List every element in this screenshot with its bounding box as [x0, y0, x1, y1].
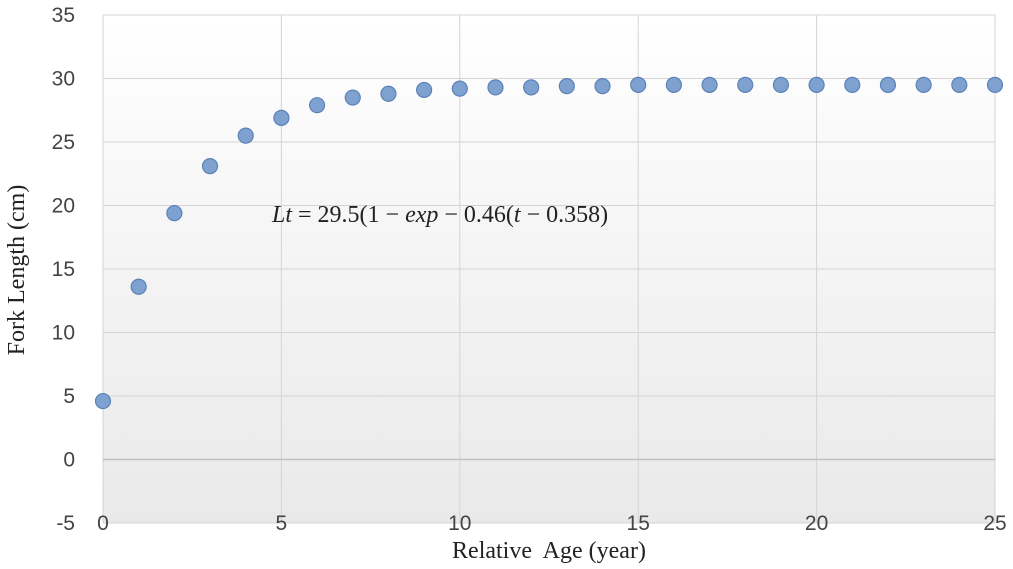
- data-point: [308, 97, 326, 114]
- y-tick-label: 5: [63, 385, 75, 408]
- data-point: [558, 78, 575, 95]
- x-tick-label: 5: [276, 512, 288, 535]
- data-point: [630, 76, 647, 93]
- equation-annotation: Lt = 29.5(1 − exp − 0.46(t − 0.358): [271, 202, 608, 228]
- y-tick-label: 0: [63, 449, 75, 472]
- data-point: [166, 205, 183, 222]
- data-point: [344, 89, 361, 106]
- data-points: [94, 76, 1004, 410]
- data-point: [951, 76, 968, 93]
- y-tick-label: -5: [56, 512, 75, 535]
- y-tick-label: 35: [52, 4, 75, 27]
- y-tick-label: 25: [52, 131, 75, 154]
- x-tick-label: 0: [97, 512, 109, 535]
- x-tick-label: 25: [983, 512, 1006, 535]
- data-point: [879, 76, 897, 93]
- data-point: [772, 76, 790, 93]
- data-point: [94, 392, 112, 410]
- data-point: [201, 158, 219, 175]
- data-point: [915, 76, 932, 93]
- data-point: [416, 81, 433, 99]
- x-tick-label: 15: [627, 512, 650, 535]
- tick-labels: -5 0 5 10 15 20 25 30 35 0 5 10 15 20 25: [52, 4, 1007, 535]
- data-point: [701, 76, 718, 93]
- data-point: [737, 76, 754, 93]
- data-point: [237, 127, 254, 144]
- data-point: [523, 79, 540, 96]
- data-point: [451, 80, 468, 97]
- y-axis-title: Fork Length (cm): [4, 185, 30, 356]
- x-axis-title: Relative Age (year): [452, 538, 646, 564]
- data-point: [844, 76, 861, 93]
- data-point: [594, 78, 611, 95]
- data-point: [380, 85, 397, 102]
- y-tick-label: 20: [52, 195, 75, 218]
- data-point: [487, 79, 504, 96]
- y-tick-label: 15: [52, 258, 75, 281]
- x-tick-label: 20: [805, 512, 828, 535]
- data-point: [665, 76, 682, 93]
- data-point: [808, 76, 825, 93]
- data-point: [986, 76, 1004, 93]
- y-tick-label: 10: [52, 322, 75, 345]
- y-tick-label: 30: [52, 68, 75, 91]
- data-point: [130, 278, 147, 295]
- x-tick-label: 10: [448, 512, 471, 535]
- data-point: [273, 109, 290, 126]
